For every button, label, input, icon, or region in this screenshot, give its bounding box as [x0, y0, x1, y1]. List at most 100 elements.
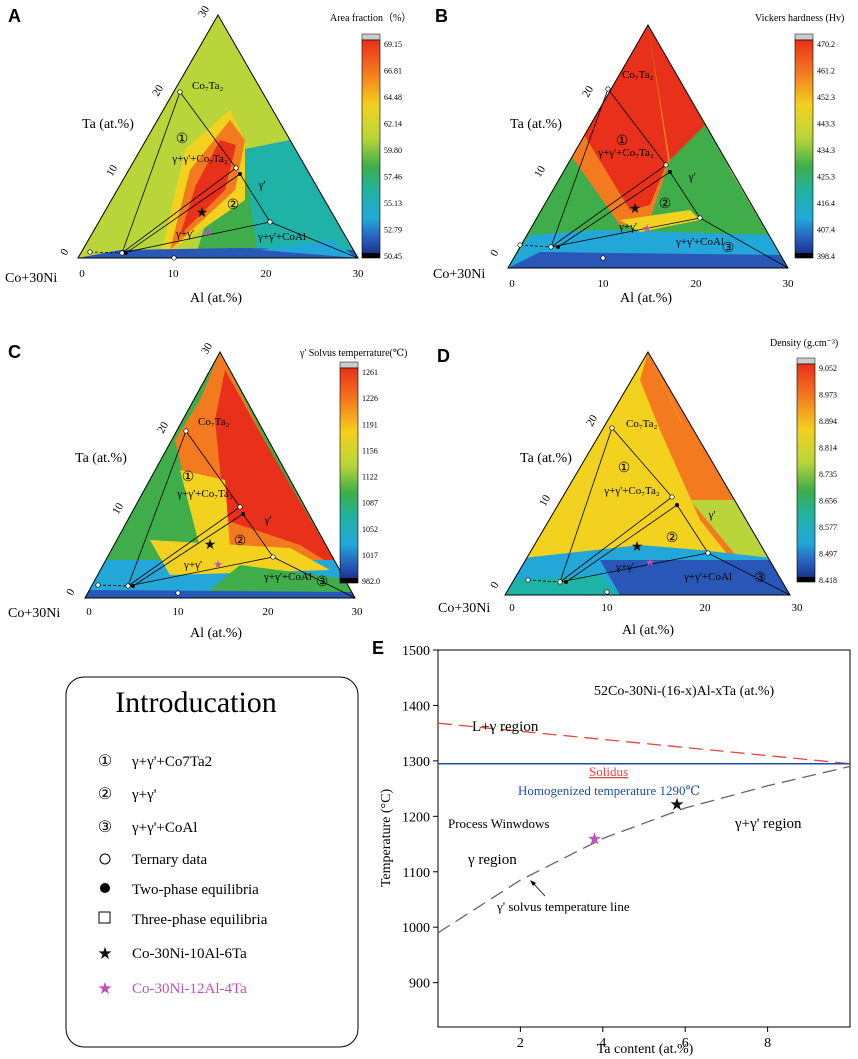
svg-text:Co₇Ta₂: Co₇Ta₂: [626, 418, 658, 430]
svg-text:10: 10: [537, 493, 553, 509]
label-solvus-line: γ' solvus temperature line: [496, 899, 630, 914]
x-tick-label: 2: [517, 1036, 524, 1051]
svg-text:0: 0: [509, 278, 515, 290]
colorbar-tick-label: 8.418: [819, 576, 837, 585]
colorbar-tick-label: 8.656: [819, 497, 837, 506]
panel-label-c: C: [8, 342, 21, 362]
colorbar-tick-label: 9.052: [819, 364, 837, 373]
colorbar-tick-label: 425.3: [817, 173, 835, 182]
colorbar-ticks-c: 1261 1226 1191 1156 1122 1087 1052 1017 982.0: [362, 368, 380, 586]
colorbar-tick-label: 1122: [362, 473, 378, 482]
svg-text:Al (at.%): Al (at.%): [622, 623, 674, 638]
svg-text:Co+30Ni: Co+30Ni: [438, 601, 490, 616]
svg-text:①: ①: [618, 461, 631, 476]
axis-ticks-e: 900 1000 1100 1200 1300 1400 1500 2 4 6 8: [402, 644, 771, 1051]
svg-text:20: 20: [580, 84, 596, 100]
svg-text:20: 20: [584, 413, 600, 429]
points-e: ★★: [587, 795, 685, 848]
svg-text:γ': γ': [688, 171, 696, 183]
colorbar-tick-label: 62.14: [384, 120, 402, 129]
region-2-phase: γ+γ': [175, 228, 194, 240]
svg-text:30: 30: [352, 606, 364, 618]
svg-text:★: ★: [631, 540, 644, 555]
svg-text:Co₇Ta₂: Co₇Ta₂: [198, 416, 230, 428]
svg-text:★: ★: [213, 559, 223, 571]
y-tick-label: 1100: [403, 866, 430, 881]
colorbar-a: [361, 33, 381, 259]
colorbar-tick-label: 55.13: [384, 199, 402, 208]
region-1-phase: γ+γ'+Co₇Ta₂: [171, 153, 228, 165]
legend-title: Introducation: [115, 686, 277, 719]
markers-b: ★ ★: [517, 86, 703, 261]
al-axis-label: Al (at.%): [190, 291, 242, 306]
colorbar-tick-label: 1261: [362, 368, 378, 377]
legend-item-1: γ+γ'+Co7Ta2: [131, 754, 212, 770]
svg-text:0: 0: [509, 602, 515, 614]
panel-d: D ★: [437, 338, 838, 638]
legend-item-2: γ+γ': [131, 787, 157, 803]
panel-label-d: D: [437, 346, 450, 366]
panel-c: C: [8, 341, 407, 641]
legend-box: Introducation ① γ+γ'+Co7Ta2 ② γ+γ' ③ γ+γ…: [65, 676, 359, 1048]
legend-symbol-3: ③: [98, 819, 112, 836]
colorbar-tick-label: 1087: [362, 499, 378, 508]
legend-item-6: Three-phase equilibria: [132, 912, 268, 928]
pink-star-icon: ★: [97, 979, 112, 998]
black-star-icon: ★: [97, 944, 112, 963]
x-tick-label: 8: [764, 1036, 771, 1051]
panel-b: B: [433, 6, 844, 306]
legend-symbol-2: ②: [98, 786, 112, 803]
colorbar-tick-label: 470.2: [817, 40, 835, 49]
svg-text:Co₇Ta₂: Co₇Ta₂: [622, 69, 654, 81]
series-line-3: [437, 765, 851, 934]
svg-text:γ+γ': γ+γ': [615, 561, 634, 573]
panel-label-a: A: [8, 6, 21, 26]
colorbar-tick-label: 461.2: [817, 67, 835, 76]
svg-text:★: ★: [629, 202, 642, 217]
ta-axis-label: Ta (at.%): [82, 117, 134, 132]
colorbar-tick-label: 982.0: [362, 577, 380, 586]
svg-text:20: 20: [150, 83, 166, 99]
y-axis-label-e: Temperature (°C): [379, 789, 394, 888]
ternary-map-a: [78, 15, 358, 258]
legend-item-7: Co-30Ni-10Al-6Ta: [132, 946, 247, 962]
y-tick-label: 1300: [402, 755, 430, 770]
colorbar-tick-label: 57.46: [384, 173, 402, 182]
colorbar-ticks-d: 9.052 8.973 8.894 8.814 8.735 8.656 8.577 8.497…: [819, 364, 837, 585]
svg-text:γ+γ'+Co₇Ta₂: γ+γ'+Co₇Ta₂: [603, 485, 660, 497]
y-tick-label: 900: [409, 977, 430, 992]
svg-text:γ+γ'+Co₇Ta₂: γ+γ'+Co₇Ta₂: [597, 147, 654, 159]
colorbar-tick-label: 8.814: [819, 444, 837, 453]
svg-text:②: ②: [234, 534, 247, 549]
colorbar-tick-label: 8.577: [819, 523, 837, 532]
svg-text:Ta (at.%): Ta (at.%): [510, 117, 562, 132]
svg-text:30: 30: [353, 268, 365, 280]
markers-d: ★ ★: [525, 425, 711, 595]
colorbar-tick-label: 1191: [362, 420, 378, 429]
legend-item-8: Co-30Ni-12Al-4Ta: [132, 981, 247, 997]
colorbar-tick-label: 8.894: [819, 417, 837, 426]
colorbar-ticks-a: 69.15 66.81 64.48 62.14 59.80 57.46 55.13 52.79…: [384, 40, 402, 261]
open-square-icon: [98, 911, 111, 924]
svg-text:γ': γ': [708, 509, 716, 521]
legend-item-5: Two-phase equilibria: [132, 882, 259, 898]
svg-text:γ+γ'+Co₇Ta₂: γ+γ'+Co₇Ta₂: [176, 488, 233, 500]
legend-symbol-1: ①: [98, 753, 112, 770]
svg-text:Ta (at.%): Ta (at.%): [75, 451, 127, 466]
colorbar-tick-label: 52.79: [384, 226, 402, 235]
svg-text:0: 0: [64, 586, 77, 597]
colorbar-tick-label: 1052: [362, 525, 378, 534]
al-ticks-a: 0 10 20 30: [79, 268, 364, 280]
label-solidus: Solidus: [589, 764, 628, 779]
colorbar-tick-label: 59.80: [384, 146, 402, 155]
svg-text:①: ①: [616, 134, 629, 149]
svg-text:0: 0: [86, 606, 92, 618]
triangle-outline-a: [77, 13, 359, 259]
colorbar-tick-label: 1156: [362, 446, 378, 455]
region-gamma-prime: γ': [258, 179, 266, 191]
y-tick-label: 1000: [402, 921, 430, 936]
svg-text:20: 20: [691, 278, 703, 290]
phase-boundaries-d: [527, 427, 791, 596]
svg-text:Al (at.%): Al (at.%): [190, 626, 242, 641]
svg-text:γ+γ': γ+γ': [183, 559, 202, 571]
